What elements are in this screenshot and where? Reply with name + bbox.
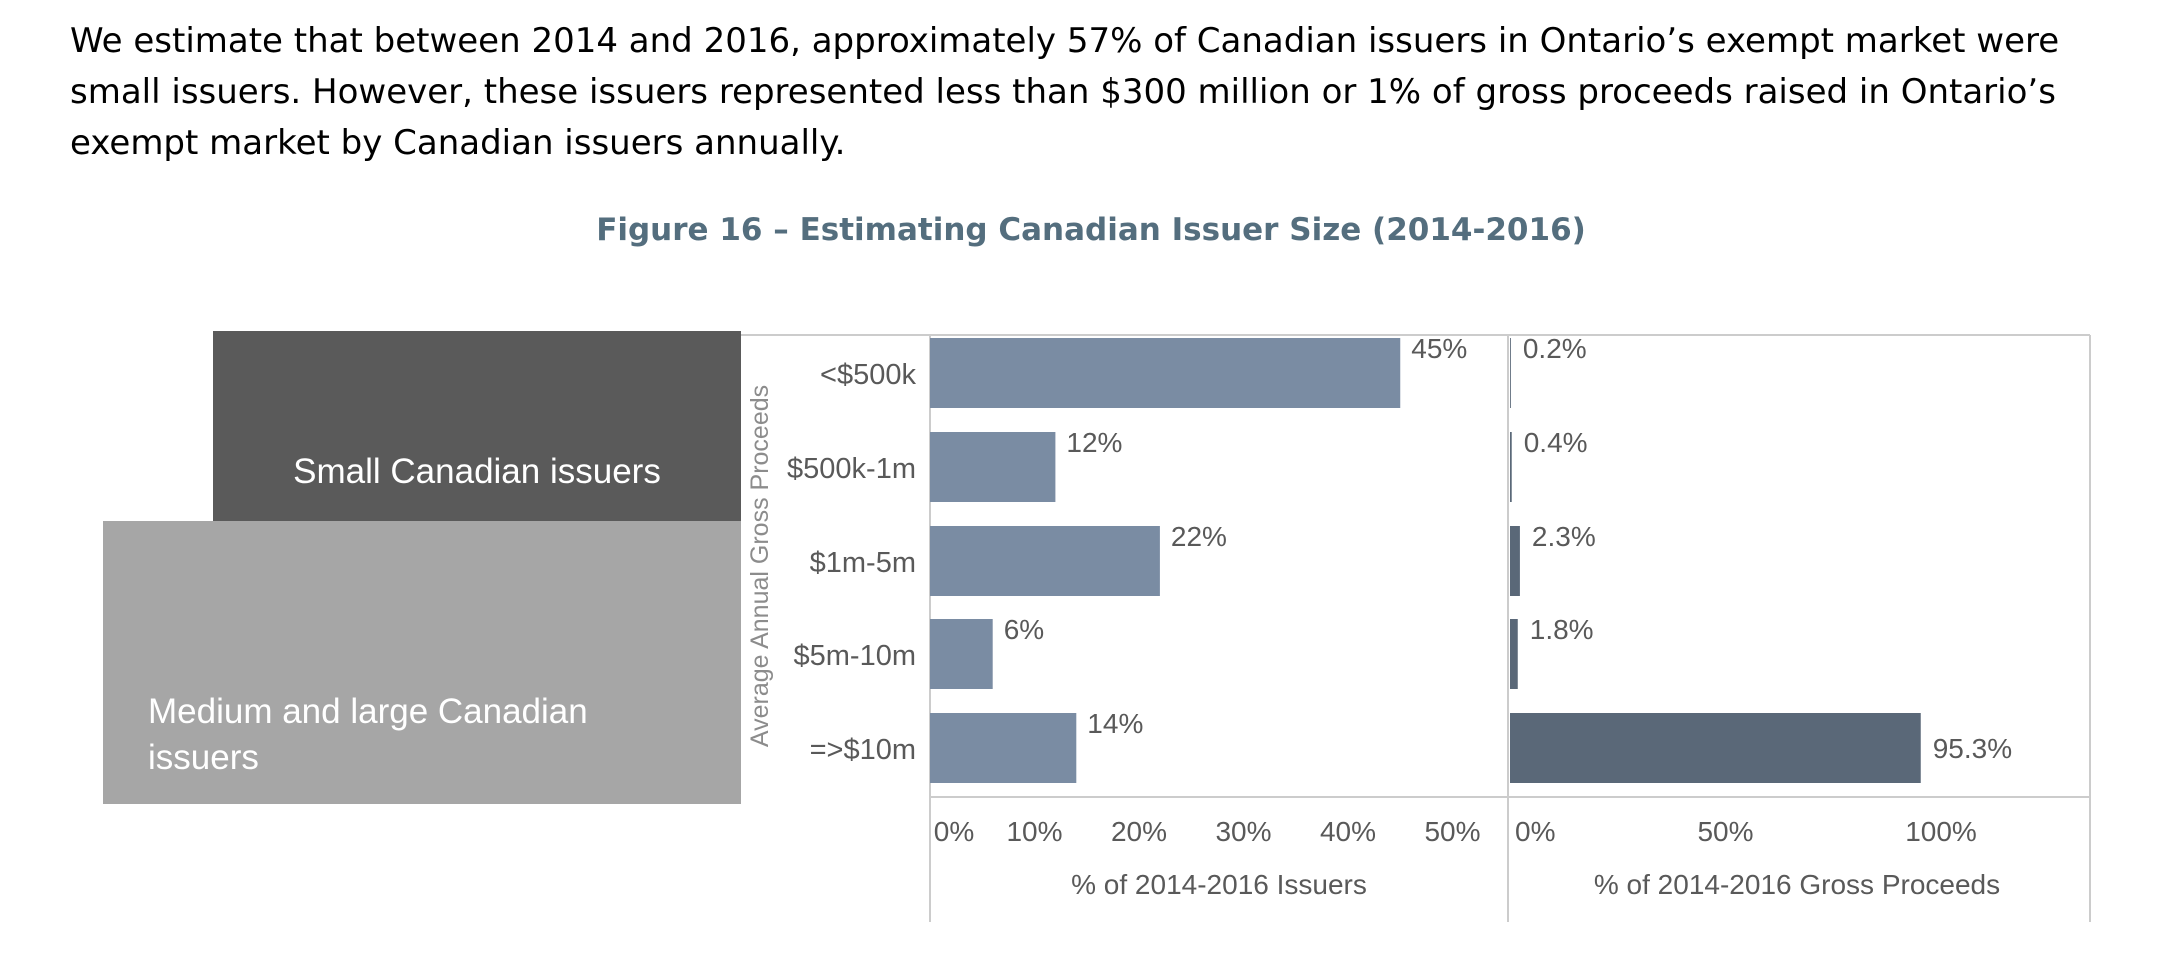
issuers-data-label: 14% <box>1087 708 1143 739</box>
issuers-tick-label: 20% <box>1111 816 1167 847</box>
issuers-data-label: 12% <box>1066 427 1122 458</box>
proceeds-axis-title: % of 2014-2016 Gross Proceeds <box>1594 869 2000 900</box>
proceeds-data-label: 0.4% <box>1524 427 1588 458</box>
issuers-data-label: 45% <box>1411 333 1467 364</box>
category-label: $5m-10m <box>794 640 917 672</box>
category-label: $500k-1m <box>787 453 916 485</box>
proceeds-bar <box>1510 713 1921 783</box>
proceeds-data-label: 1.8% <box>1530 614 1594 645</box>
proceeds-tick-label: 0% <box>1515 816 1555 847</box>
small-issuers-label: Small Canadian issuers <box>293 452 661 491</box>
proceeds-bar <box>1510 432 1512 502</box>
category-label: =>$10m <box>810 734 916 766</box>
small-issuers-block: Small Canadian issuers <box>213 331 741 521</box>
issuers-tick-label: 0% <box>934 816 974 847</box>
issuers-bar <box>930 338 1401 408</box>
issuers-data-label: 22% <box>1171 521 1227 552</box>
issuers-bar <box>930 619 993 689</box>
issuers-tick-label: 40% <box>1320 816 1376 847</box>
proceeds-bar <box>1510 338 1511 408</box>
category-label: <$500k <box>820 359 916 391</box>
proceeds-tick-label: 50% <box>1697 816 1753 847</box>
y-axis-title: Average Annual Gross Proceeds <box>746 385 774 747</box>
proceeds-data-label: 2.3% <box>1532 521 1596 552</box>
proceeds-bar <box>1510 619 1518 689</box>
category-label: $1m-5m <box>810 547 916 579</box>
medium-large-issuers-label: Medium and large Canadian issuers <box>148 692 588 777</box>
issuers-data-label: 6% <box>1004 614 1044 645</box>
figure-title: Figure 16 – Estimating Canadian Issuer S… <box>596 212 1586 248</box>
issuers-tick-label: 50% <box>1424 816 1480 847</box>
issuers-tick-label: 10% <box>1006 816 1062 847</box>
proceeds-data-label: 0.2% <box>1523 333 1587 364</box>
medium-large-issuers-block: Medium and large Canadian issuers <box>103 521 741 804</box>
intro-paragraph: We estimate that between 2014 and 2016, … <box>70 21 2060 163</box>
issuers-bar <box>930 526 1160 596</box>
issuers-bar <box>930 432 1056 502</box>
proceeds-data-label: 95.3% <box>1933 733 2012 764</box>
proceeds-bar <box>1510 526 1520 596</box>
issuers-bar <box>930 713 1077 783</box>
issuers-panel: 45% 12% 22% 6% 14% 0% 10% 20% 30% 40% 50% % of 2014… <box>930 333 1481 900</box>
proceeds-panel: 0.2% 0.4% 2.3% 1.8% 95.3% 0% 50% 100% % of 2014-… <box>1510 333 2012 900</box>
issuers-tick-label: 30% <box>1215 816 1271 847</box>
proceeds-tick-label: 100% <box>1905 816 1977 847</box>
issuers-axis-title: % of 2014-2016 Issuers <box>1071 869 1367 900</box>
